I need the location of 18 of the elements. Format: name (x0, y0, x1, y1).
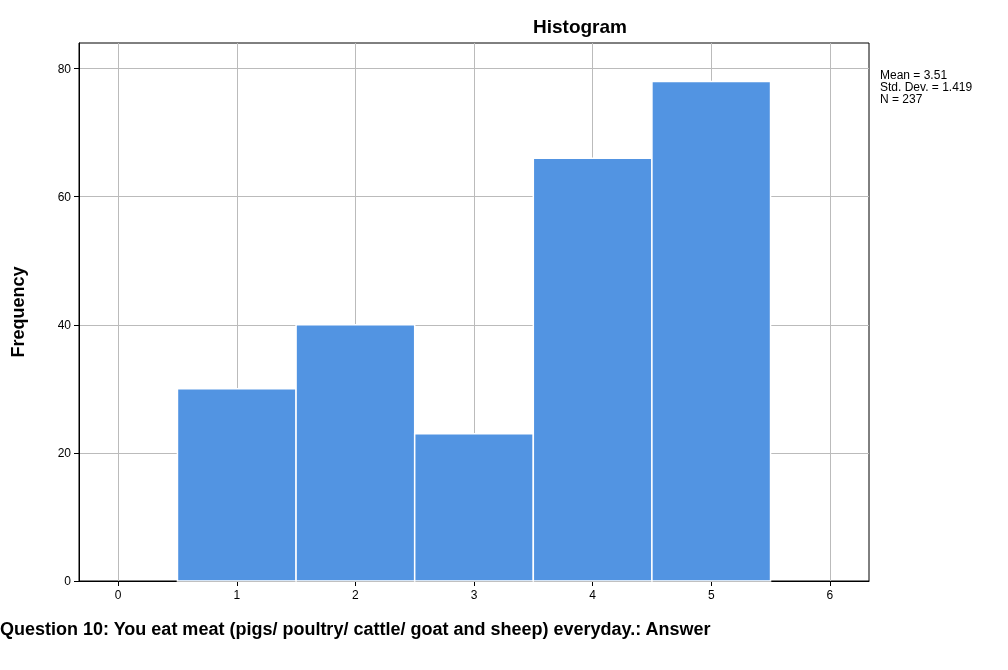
text: Mean = 3.51 (880, 68, 948, 82)
chart-title: Histogram (533, 16, 627, 37)
x-tick-label: 0 (114, 588, 122, 602)
y-axis-title: Frequency (8, 266, 28, 358)
text: N = 237 (880, 92, 923, 106)
text: Std. Dev. = 1.419 (880, 80, 973, 94)
x-tick-label: 6 (826, 588, 834, 602)
x-tick-label: 4 (589, 588, 597, 602)
x-axis-title: Question 10: You eat meat (pigs/ poultry/ cattle/ goat and sheep) everyday.: Answer (0, 619, 711, 639)
x-tick-label: 1 (233, 588, 241, 602)
y-tick-label: 80 (57, 61, 72, 76)
y-tick-label: 0 (64, 574, 72, 588)
x-tick-label: 5 (707, 588, 715, 602)
y-tick-label: 20 (57, 445, 72, 460)
x-tick-label: 3 (470, 588, 478, 602)
y-tick-label: 40 (57, 317, 72, 332)
x-tick-label: 2 (352, 588, 360, 602)
y-tick-label: 60 (57, 189, 72, 204)
